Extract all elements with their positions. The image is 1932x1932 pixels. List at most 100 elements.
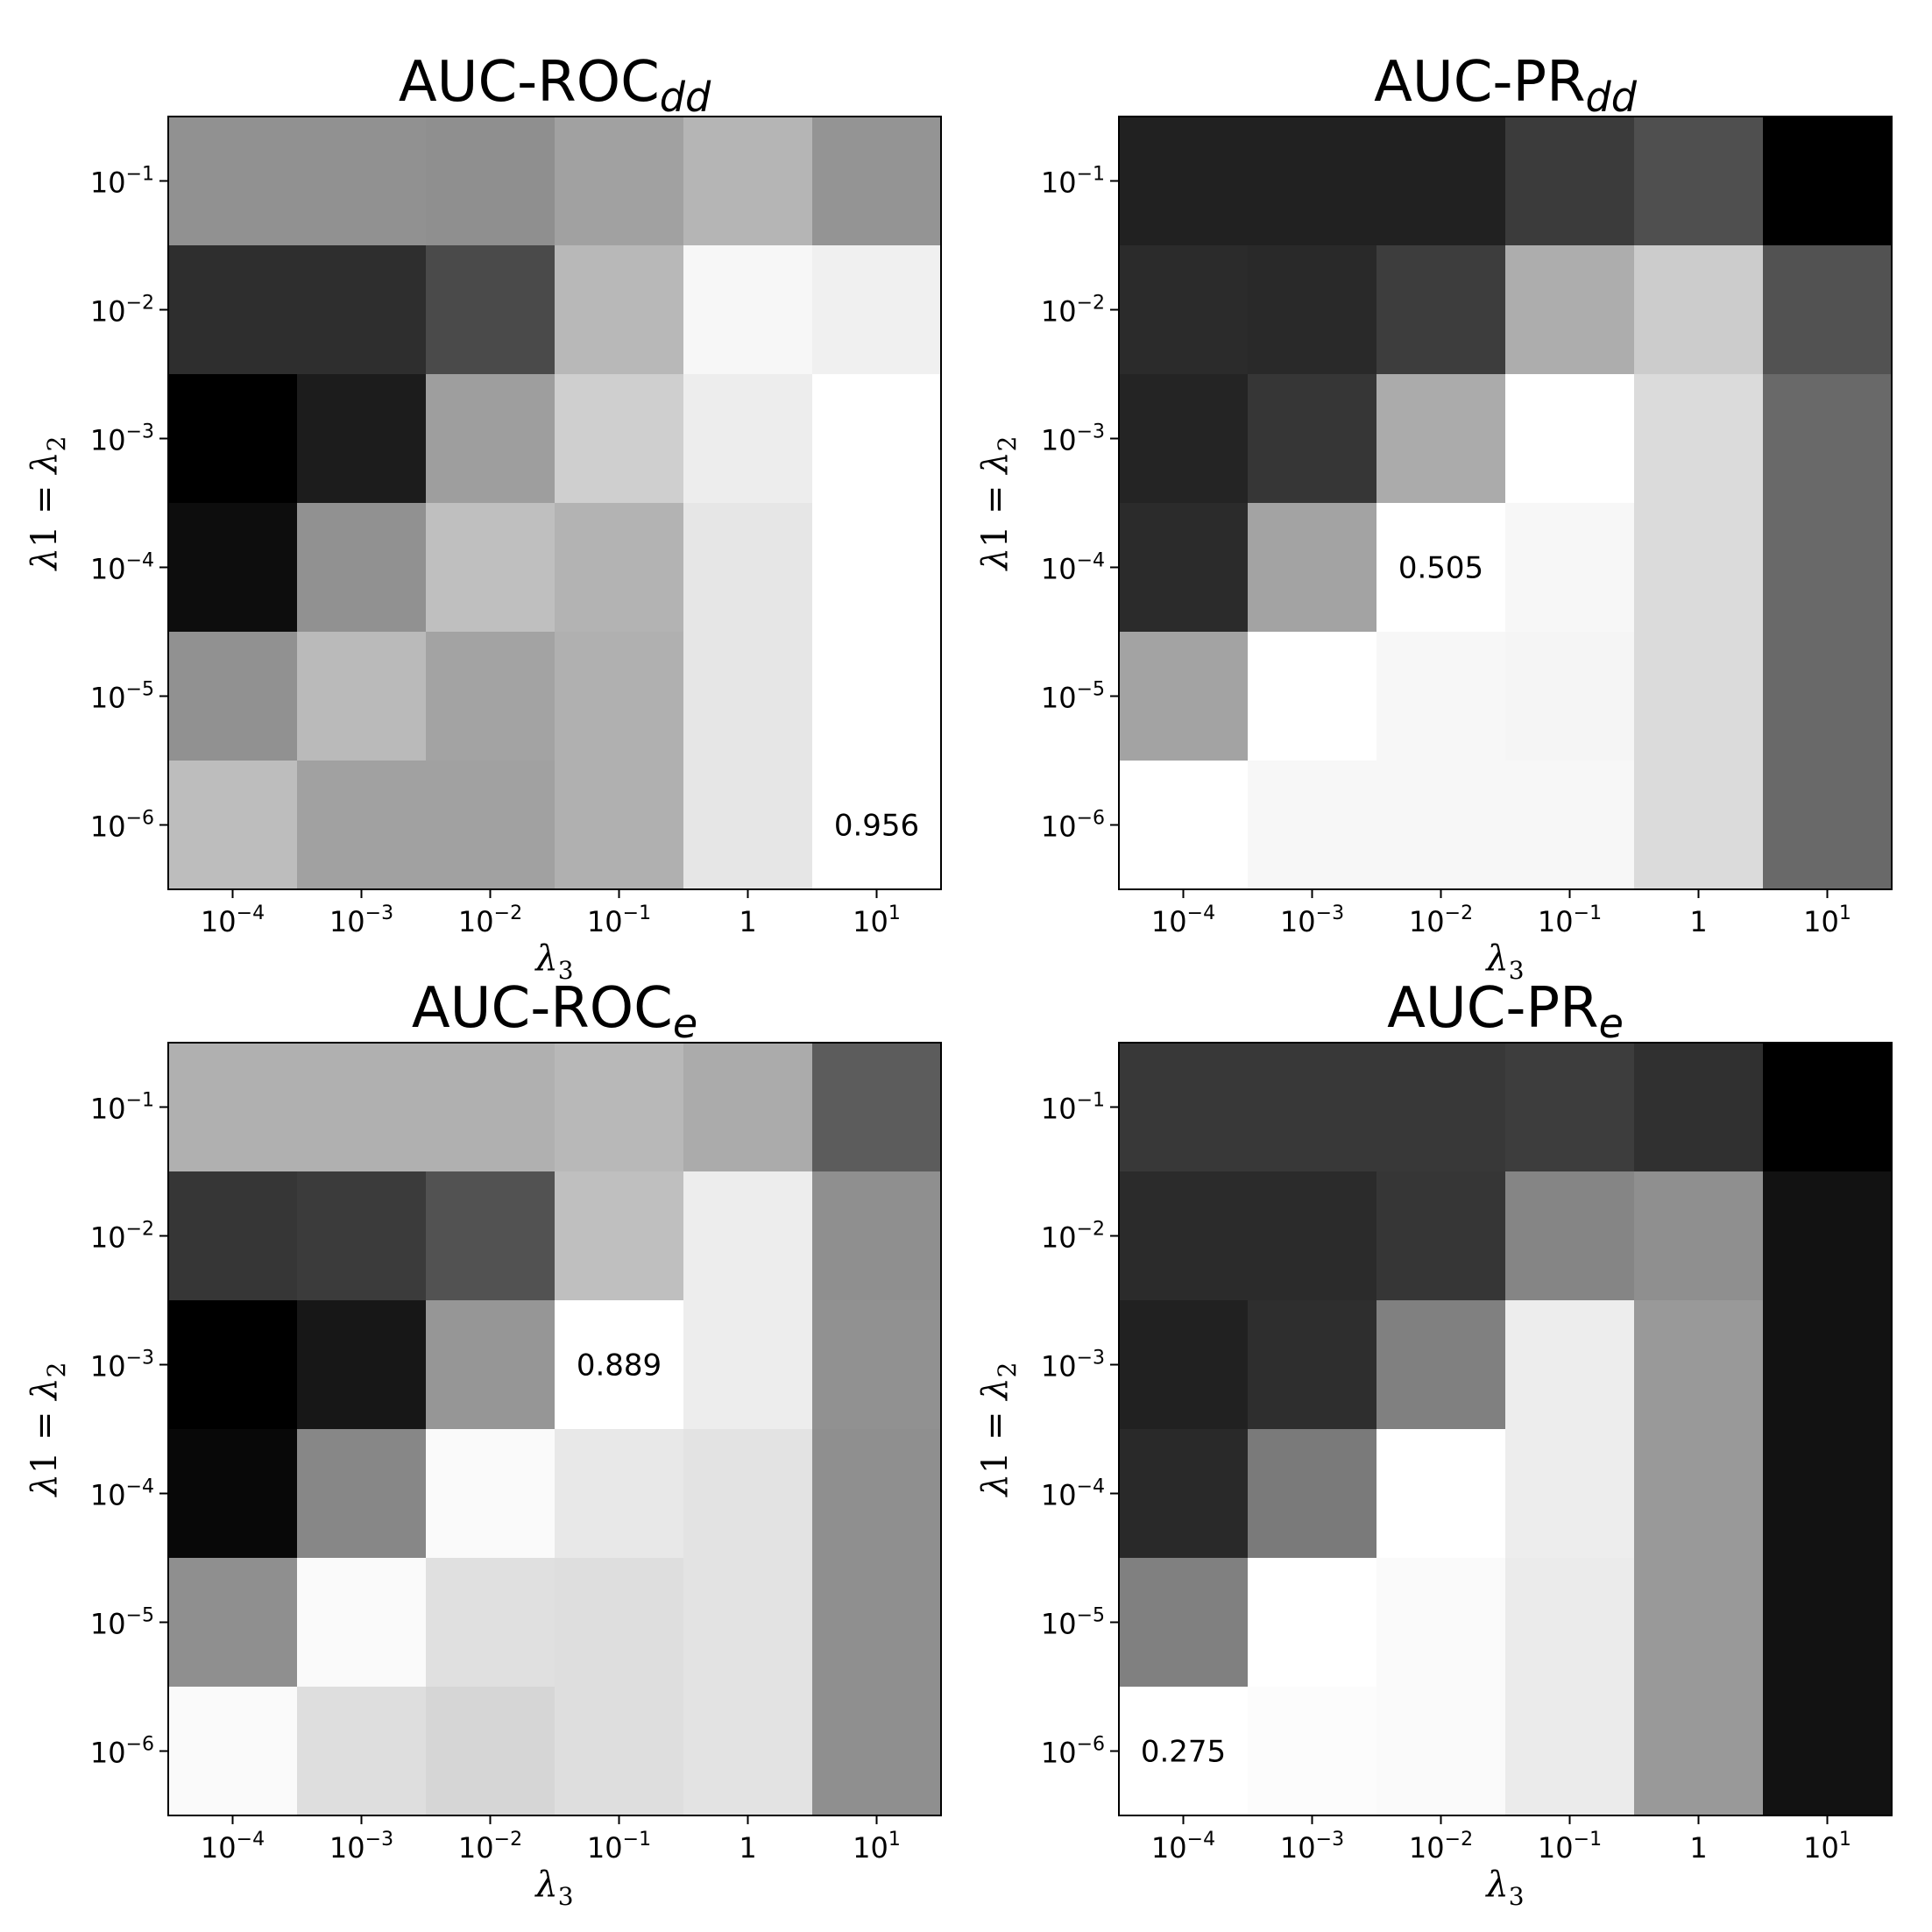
x-tick-label-base: 10	[201, 905, 237, 938]
heatmap-cell-r0-c1	[1248, 1043, 1377, 1172]
x-tick-label-exponent: −2	[1445, 902, 1473, 924]
y-tick-label-exponent: −5	[126, 679, 154, 701]
heatmap-cell-r2-c3	[1505, 374, 1635, 504]
heatmap-cell-r3-c2	[426, 503, 556, 633]
x-axis-label-symbol: λ	[1484, 1865, 1508, 1905]
heatmap-cell-r2-c2	[426, 1300, 556, 1430]
heatmap-cell-r5-c2	[426, 761, 556, 890]
y-tick-label-base: 10	[90, 424, 126, 457]
y-axis-label-part: λ	[975, 1474, 1016, 1497]
x-tick-label-exponent: −1	[623, 902, 651, 924]
heatmap-cell-r1-c2	[426, 245, 556, 375]
heatmap-cell-r3-c1	[1248, 1429, 1377, 1559]
cell-value-annotation: 0.889	[577, 1348, 662, 1384]
heatmap-cell-r3-c1	[297, 503, 427, 633]
heatmap-cell-r1-c0	[168, 1171, 298, 1301]
y-tick-label: 10−3	[1041, 421, 1105, 457]
x-tick-label-base: 10	[1151, 905, 1187, 938]
heatmap-cell-r1-c4	[683, 1171, 813, 1301]
x-axis-label-subscript: 3	[558, 956, 574, 985]
y-tick-label-exponent: −3	[126, 421, 154, 443]
x-tick-label: 101	[1803, 1829, 1851, 1865]
x-tick-label-base: 10	[1151, 1831, 1187, 1865]
heatmap-cell-r5-c4	[683, 761, 813, 890]
y-tick-label-base: 10	[90, 295, 126, 329]
heatmap-cell-r0-c1	[297, 117, 427, 246]
heatmap-cell-r5-c5	[1763, 761, 1893, 890]
x-axis-label-subscript: 3	[558, 1882, 574, 1911]
heatmap-cell-r2-c0	[1119, 1300, 1249, 1430]
heatmap-cell-r3-c5	[812, 503, 942, 633]
y-tick-label-exponent: −4	[1077, 1476, 1105, 1498]
y-tick-label-exponent: −2	[126, 1219, 154, 1241]
heatmap-cell-r5-c1	[1248, 1687, 1377, 1816]
y-tick-label: 10−3	[1041, 1348, 1105, 1384]
heatmap-cell-r5-c0	[168, 761, 298, 890]
y-tick-label-exponent: −6	[126, 1734, 154, 1756]
y-tick-label: 10−2	[90, 293, 154, 329]
x-axis-label: λ3	[534, 1865, 573, 1911]
heatmap-cell-r4-c0	[168, 1558, 298, 1688]
chart-title-subscript: e	[673, 1000, 697, 1047]
y-tick-label-base: 10	[1041, 1737, 1077, 1770]
heatmap-cell-r4-c0	[1119, 1558, 1249, 1688]
heatmap-cell-r0-c5	[1763, 1043, 1893, 1172]
y-axis-label-part: λ	[975, 1377, 1016, 1401]
y-tick-label: 10−6	[90, 1734, 154, 1770]
x-tick-label-exponent: 1	[888, 902, 901, 924]
heatmap-cell-r2-c4	[683, 1300, 813, 1430]
heatmap-cell-r3-c2	[1376, 503, 1506, 633]
y-tick-label-base: 10	[90, 1479, 126, 1512]
heatmap-cell-r5-c4	[1634, 761, 1764, 890]
x-tick-label-base: 10	[1409, 905, 1445, 938]
y-tick-label: 10−2	[90, 1219, 154, 1255]
y-tick-label: 10−6	[1041, 808, 1105, 844]
y-tick-label: 10−1	[1041, 164, 1105, 200]
heatmap-cell-r4-c5	[812, 1558, 942, 1688]
plot-frame	[167, 116, 942, 890]
heatmap-cell-r4-c1	[1248, 1558, 1377, 1688]
chart-title: AUC-ROCdd	[399, 50, 711, 121]
heatmap-cell-r0-c2	[426, 117, 556, 246]
y-tick-label-exponent: −2	[1077, 1219, 1105, 1241]
heatmap-cell-r4-c2	[426, 1558, 556, 1688]
heatmap-cell-r4-c4	[683, 632, 813, 761]
x-axis-label-symbol: λ	[534, 1865, 557, 1905]
y-tick-label: 10−5	[90, 679, 154, 715]
chart-title-main: AUC-ROC	[412, 976, 673, 1041]
heatmap-cell-r1-c0	[1119, 1171, 1249, 1301]
x-tick-label-exponent: −4	[237, 1829, 265, 1851]
x-tick-label: 10−2	[458, 1829, 522, 1865]
heatmap-cell-r0-c4	[1634, 117, 1764, 246]
heatmap-cell-r2-c4	[683, 374, 813, 504]
x-tick-label-exponent: −3	[365, 1829, 393, 1851]
heatmap-cell-r2-c0	[168, 1300, 298, 1430]
y-tick-label: 10−5	[1041, 1605, 1105, 1641]
x-tick-label-base: 10	[587, 905, 623, 938]
y-tick-label-exponent: −1	[126, 1090, 154, 1112]
heatmap-cell-r1-c4	[683, 245, 813, 375]
x-tick-label: 10−2	[1409, 1829, 1473, 1865]
y-tick-label: 10−4	[90, 1476, 154, 1512]
cell-value-annotation: 0.505	[1398, 551, 1483, 586]
heatmap-cell-r0-c5	[1763, 117, 1893, 246]
x-axis-label: λ3	[1484, 1865, 1524, 1911]
heatmap-cell-r4-c0	[1119, 632, 1249, 761]
chart-title: AUC-PRdd	[1374, 50, 1638, 121]
y-tick-label-exponent: −4	[1077, 550, 1105, 572]
x-tick-label: 10−4	[201, 1829, 265, 1865]
heatmap-cell-r0-c1	[297, 1043, 427, 1172]
x-tick-label-exponent: −1	[1574, 1829, 1602, 1851]
heatmap-cell-r1-c1	[297, 1171, 427, 1301]
heatmap-cell-r4-c3	[1505, 632, 1635, 761]
heatmap-cell-r3-c1	[1248, 503, 1377, 633]
heatmap-cell-r1-c5	[1763, 245, 1893, 375]
y-tick-label: 10−3	[90, 421, 154, 457]
y-tick-label-base: 10	[1041, 1093, 1077, 1126]
heatmap-cell-r5-c1	[297, 1687, 427, 1816]
y-tick-label-base: 10	[90, 1221, 126, 1255]
heatmap-cell-r5-c5	[1763, 1687, 1893, 1816]
y-tick-label: 10−4	[1041, 1476, 1105, 1512]
heatmap-cell-r1-c4	[1634, 1171, 1764, 1301]
